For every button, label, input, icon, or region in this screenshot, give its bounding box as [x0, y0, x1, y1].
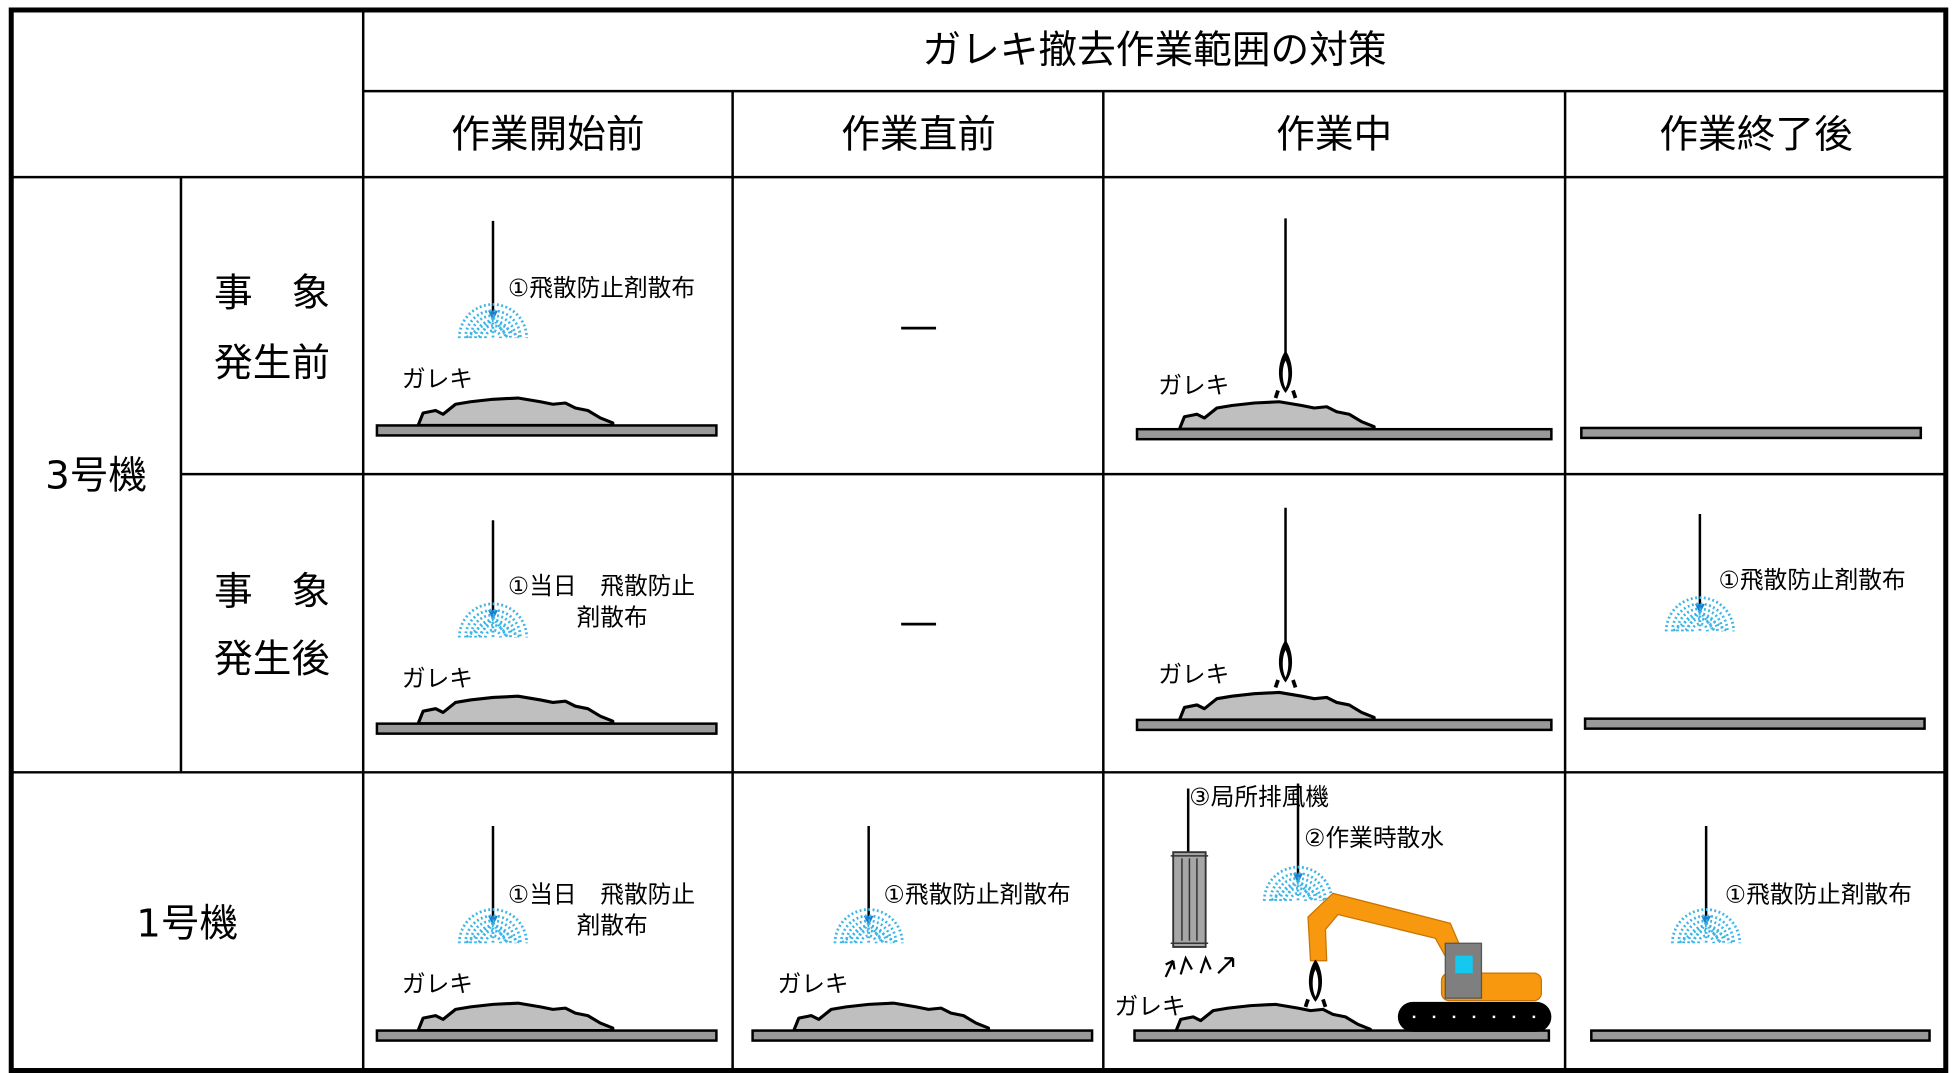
dash: — — [899, 599, 938, 644]
cell-scene: ①当日 飛散防止 剤散布 ガレキ — [375, 824, 718, 1042]
callout: ①飛散防止剤散布 — [508, 274, 695, 302]
callout: ①飛散防止剤散布 — [1719, 566, 1906, 594]
excavator — [1303, 892, 1552, 1032]
ground — [1580, 426, 1923, 440]
debris-label: ガレキ — [402, 664, 473, 692]
callout: ②作業時散水 — [1304, 824, 1444, 852]
debris-pile — [416, 396, 615, 428]
nozzle — [1273, 638, 1298, 690]
outer-border — [8, 7, 1949, 1073]
row-label: 事 象 — [214, 271, 330, 316]
cell-scene: ①飛散防止剤散布 ガレキ — [375, 219, 718, 437]
airflow-arrows — [1164, 955, 1235, 978]
cell-scene: ①飛散防止剤散布 — [1590, 824, 1931, 1042]
debris-pile — [416, 1001, 615, 1033]
column-header: 作業開始前 — [451, 113, 644, 158]
dash: — — [899, 304, 938, 349]
cell-scene: ①飛散防止剤散布 ガレキ — [751, 824, 1094, 1042]
row-label: 発生前 — [214, 341, 330, 386]
ground — [1590, 1029, 1931, 1042]
debris-pile — [1174, 1002, 1372, 1034]
cell-scene: ガレキ — [1135, 218, 1553, 441]
nozzle — [1273, 348, 1298, 400]
callout: 剤散布 — [577, 603, 648, 631]
debris-label: ガレキ — [1115, 993, 1186, 1021]
column-header: 作業中 — [1276, 113, 1392, 158]
column-header: 作業終了後 — [1659, 113, 1852, 158]
ground — [1133, 1029, 1551, 1042]
cell-scene: ①飛散防止剤散布 — [1583, 512, 1926, 730]
ground — [375, 424, 718, 437]
ground — [1135, 427, 1553, 441]
ground — [1135, 718, 1553, 732]
callout: 剤散布 — [577, 912, 648, 940]
debris-label: ガレキ — [402, 970, 473, 998]
cell-scene: ③局所排風機 ②作業時散水 ガレキ — [1115, 782, 1552, 1042]
debris-pile — [792, 1001, 991, 1033]
debris-label: ガレキ — [1158, 371, 1229, 399]
debris-label: ガレキ — [402, 365, 473, 393]
ground — [1583, 717, 1926, 730]
cell-scene: ガレキ — [1135, 507, 1553, 732]
header-title: ガレキ撤去作業範囲の対策 — [922, 28, 1386, 73]
cell-scene: ①当日 飛散防止 剤散布 ガレキ — [375, 518, 718, 735]
ground — [375, 722, 718, 735]
debris-label: ガレキ — [778, 970, 849, 998]
debris-pile — [1177, 690, 1376, 722]
debris-label: ガレキ — [1158, 661, 1229, 689]
ground — [751, 1029, 1094, 1042]
column-header: 作業直前 — [841, 113, 996, 158]
callout: ①飛散防止剤散布 — [1725, 880, 1912, 908]
debris-pile — [416, 694, 615, 726]
debris-pile — [1177, 400, 1376, 431]
unit-label: 1号機 — [136, 901, 238, 946]
table-grid — [11, 9, 1946, 1071]
callout: ①当日 飛散防止 — [508, 572, 695, 600]
ground — [375, 1029, 718, 1042]
callout: ①当日 飛散防止 — [508, 880, 695, 908]
row-label: 発生後 — [214, 637, 330, 682]
callout: ③局所排風機 — [1189, 783, 1329, 811]
callout: ①飛散防止剤散布 — [884, 880, 1071, 908]
row-label: 事 象 — [214, 569, 330, 614]
unit-label: 3号機 — [45, 453, 147, 498]
